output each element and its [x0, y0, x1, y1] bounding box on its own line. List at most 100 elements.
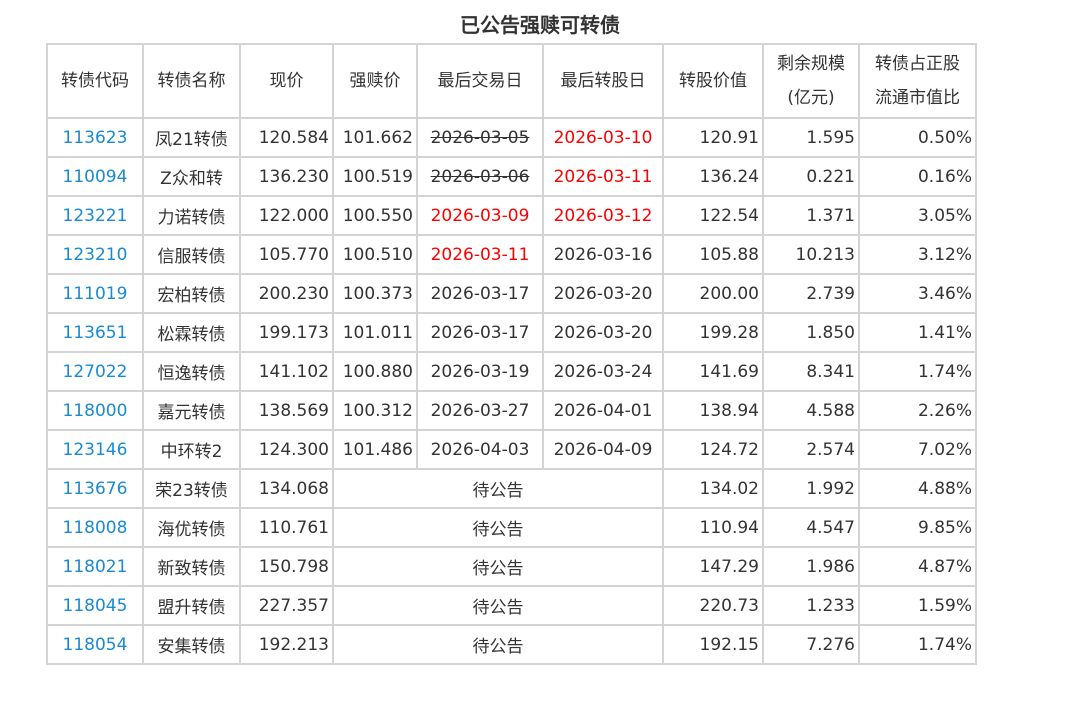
bond-name: 恒逸转债: [142, 351, 241, 392]
float-ratio: 7.02%: [858, 429, 977, 470]
table-row: 118021 新致转债 150.798 待公告 147.29 1.986 4.87%: [46, 546, 977, 587]
conversion-value: 122.54: [662, 195, 764, 236]
header-name: 转债名称: [142, 43, 241, 119]
bond-code-link[interactable]: 113651: [46, 312, 144, 353]
redeem-price: 101.011: [332, 312, 418, 353]
last-trade-date: 2026-03-09: [416, 195, 544, 236]
remaining-size: 4.588: [762, 390, 860, 431]
pending-announcement: 待公告: [332, 546, 664, 587]
header-row: 转债代码 转债名称 现价 强赎价 最后交易日 最后转股日 转股价值 剩余规模 (亿元) 转债占正股…: [46, 43, 977, 119]
conversion-value: 200.00: [662, 273, 764, 314]
current-price: 105.770: [239, 234, 334, 275]
bond-code-link[interactable]: 123146: [46, 429, 144, 470]
float-ratio: 1.74%: [858, 351, 977, 392]
bond-code-link[interactable]: 118008: [46, 507, 144, 548]
last-trade-date: 2026-03-27: [416, 390, 544, 431]
conversion-value: 105.88: [662, 234, 764, 275]
conversion-value: 141.69: [662, 351, 764, 392]
remaining-size: 1.986: [762, 546, 860, 587]
conversion-value: 136.24: [662, 156, 764, 197]
bond-code-link[interactable]: 118054: [46, 624, 144, 665]
last-trade-date: 2026-03-17: [416, 312, 544, 353]
bond-code-link[interactable]: 123221: [46, 195, 144, 236]
redeem-price: 100.550: [332, 195, 418, 236]
table-row: 127022 恒逸转债 141.102 100.880 2026-03-19 2026-0…: [46, 351, 977, 392]
last-convert-date: 2026-03-16: [542, 234, 664, 275]
table-row: 113623 凤21转债 120.584 101.662 2026-03-05 2026-…: [46, 117, 977, 158]
remaining-size: 1.992: [762, 468, 860, 509]
bond-name: 松霖转债: [142, 312, 241, 353]
current-price: 199.173: [239, 312, 334, 353]
last-trade-date: 2026-03-17: [416, 273, 544, 314]
last-trade-date: 2026-03-06: [416, 156, 544, 197]
bond-code-link[interactable]: 127022: [46, 351, 144, 392]
float-ratio: 4.88%: [858, 468, 977, 509]
bond-name: 力诺转债: [142, 195, 241, 236]
redemption-table: 转债代码 转债名称 现价 强赎价 最后交易日 最后转股日 转股价值 剩余规模 (亿元) 转债占正股…: [46, 43, 977, 665]
redeem-price: 100.880: [332, 351, 418, 392]
conversion-value: 220.73: [662, 585, 764, 626]
last-trade-date: 2026-04-03: [416, 429, 544, 470]
float-ratio: 2.26%: [858, 390, 977, 431]
bond-name: Z众和转: [142, 156, 241, 197]
float-ratio: 3.12%: [858, 234, 977, 275]
bond-name: 盟升转债: [142, 585, 241, 626]
float-ratio: 0.16%: [858, 156, 977, 197]
current-price: 192.213: [239, 624, 334, 665]
float-ratio: 3.05%: [858, 195, 977, 236]
bond-code-link[interactable]: 111019: [46, 273, 144, 314]
header-last-convert-date: 最后转股日: [542, 43, 664, 119]
float-ratio: 1.74%: [858, 624, 977, 665]
header-conversion-value: 转股价值: [662, 43, 764, 119]
redeem-price: 100.510: [332, 234, 418, 275]
current-price: 150.798: [239, 546, 334, 587]
bond-code-link[interactable]: 113623: [46, 117, 144, 158]
conversion-value: 138.94: [662, 390, 764, 431]
current-price: 227.357: [239, 585, 334, 626]
remaining-size: 1.371: [762, 195, 860, 236]
remaining-size: 10.213: [762, 234, 860, 275]
current-price: 141.102: [239, 351, 334, 392]
header-float-ratio: 转债占正股 流通市值比: [858, 43, 977, 119]
current-price: 138.569: [239, 390, 334, 431]
float-ratio: 1.41%: [858, 312, 977, 353]
bond-name: 凤21转债: [142, 117, 241, 158]
redeem-price: 100.312: [332, 390, 418, 431]
current-price: 120.584: [239, 117, 334, 158]
last-trade-date: 2026-03-11: [416, 234, 544, 275]
table-row: 111019 宏柏转债 200.230 100.373 2026-03-17 2026-0…: [46, 273, 977, 314]
last-convert-date: 2026-04-01: [542, 390, 664, 431]
conversion-value: 199.28: [662, 312, 764, 353]
bond-code-link[interactable]: 118021: [46, 546, 144, 587]
header-remaining-size: 剩余规模 (亿元): [762, 43, 860, 119]
table-row: 118008 海优转债 110.761 待公告 110.94 4.547 9.85%: [46, 507, 977, 548]
pending-announcement: 待公告: [332, 468, 664, 509]
current-price: 200.230: [239, 273, 334, 314]
last-convert-date: 2026-03-20: [542, 273, 664, 314]
bond-name: 信服转债: [142, 234, 241, 275]
bond-code-link[interactable]: 113676: [46, 468, 144, 509]
redeem-price: 100.519: [332, 156, 418, 197]
last-convert-date: 2026-03-20: [542, 312, 664, 353]
remaining-size: 0.221: [762, 156, 860, 197]
header-code: 转债代码: [46, 43, 144, 119]
table-row: 118000 嘉元转债 138.569 100.312 2026-03-27 2026-0…: [46, 390, 977, 431]
last-convert-date: 2026-03-24: [542, 351, 664, 392]
conversion-value: 192.15: [662, 624, 764, 665]
bond-code-link[interactable]: 118000: [46, 390, 144, 431]
remaining-size: 1.233: [762, 585, 860, 626]
bond-name: 宏柏转债: [142, 273, 241, 314]
conversion-value: 134.02: [662, 468, 764, 509]
bond-code-link[interactable]: 110094: [46, 156, 144, 197]
bond-code-link[interactable]: 123210: [46, 234, 144, 275]
redeem-price: 101.662: [332, 117, 418, 158]
conversion-value: 147.29: [662, 546, 764, 587]
remaining-size: 1.595: [762, 117, 860, 158]
current-price: 134.068: [239, 468, 334, 509]
remaining-size: 4.547: [762, 507, 860, 548]
conversion-value: 124.72: [662, 429, 764, 470]
conversion-value: 110.94: [662, 507, 764, 548]
redeem-price: 101.486: [332, 429, 418, 470]
table-row: 113676 荣23转债 134.068 待公告 134.02 1.992 4.88%: [46, 468, 977, 509]
bond-code-link[interactable]: 118045: [46, 585, 144, 626]
